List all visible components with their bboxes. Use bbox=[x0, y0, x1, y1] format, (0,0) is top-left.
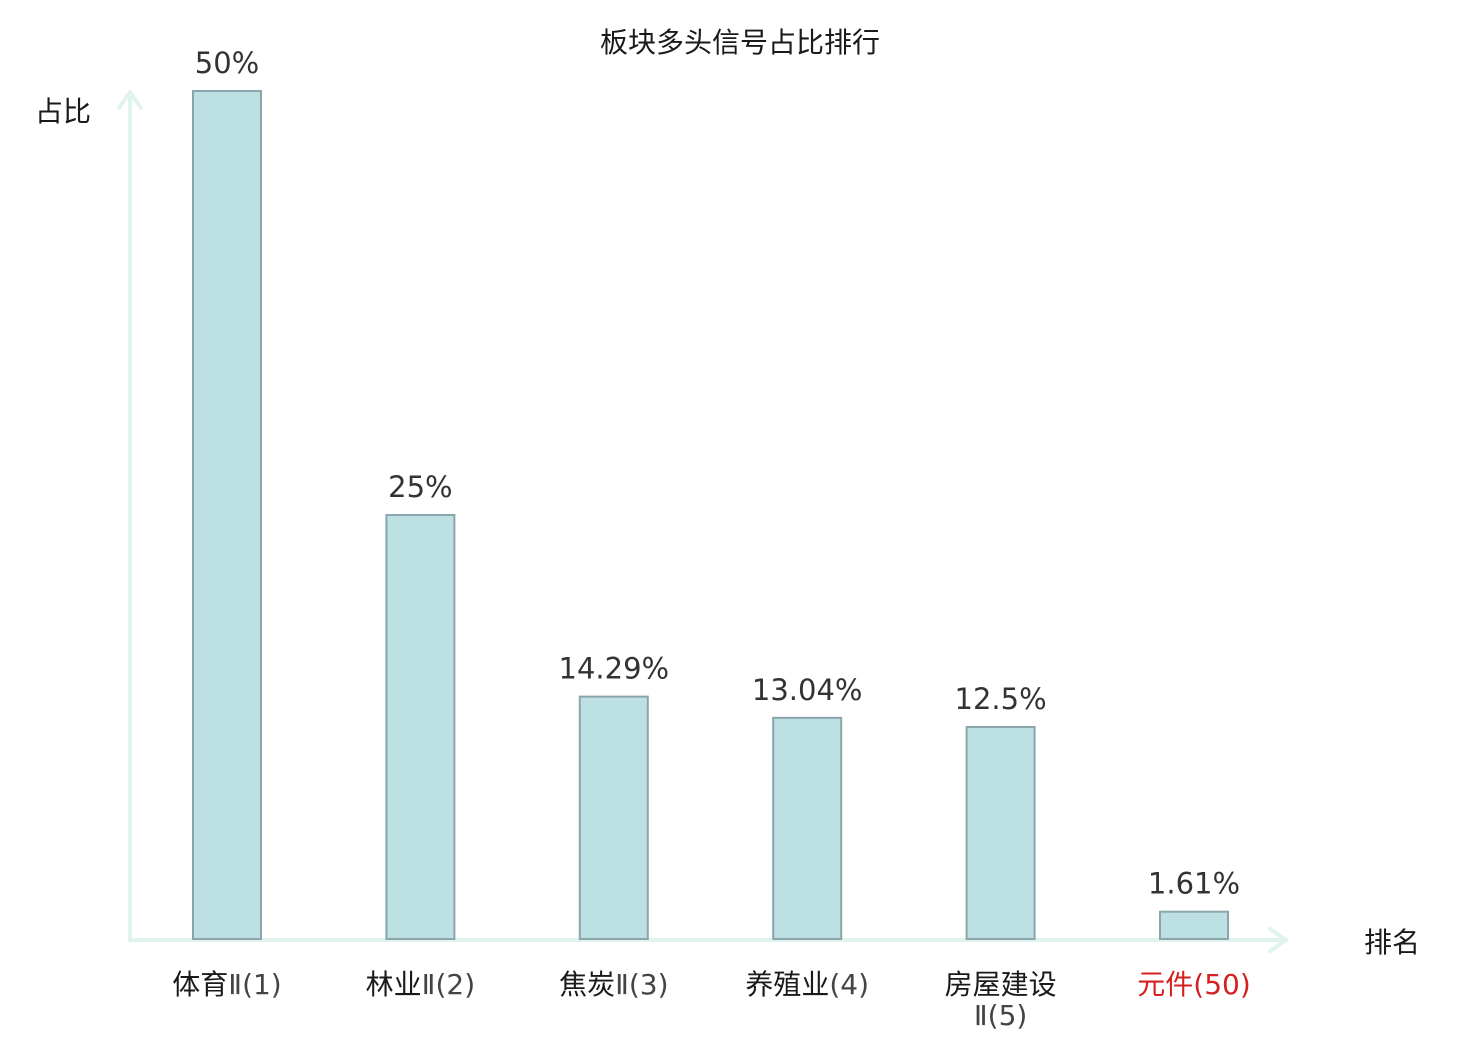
tick-label: 林业Ⅱ(2) bbox=[366, 968, 475, 1001]
bar bbox=[965, 726, 1036, 940]
bars-group bbox=[192, 90, 1229, 941]
y-axis-label: 占比 bbox=[35, 95, 91, 128]
bar bbox=[772, 716, 843, 941]
value-label: 14.29% bbox=[559, 652, 670, 686]
bar bbox=[1159, 910, 1229, 940]
tick-label-name: 林业 bbox=[366, 968, 422, 1001]
bar bbox=[578, 695, 649, 940]
value-label: 12.5% bbox=[955, 682, 1047, 716]
value-label: 1.61% bbox=[1148, 867, 1240, 901]
tick-label-name: 元件 bbox=[1137, 968, 1193, 1001]
tick-label-suffix-text: (4) bbox=[829, 968, 869, 1001]
tick-label: 体育Ⅱ(1) bbox=[172, 968, 281, 1001]
axes bbox=[117, 90, 1288, 953]
value-label: 13.04% bbox=[752, 673, 863, 707]
x-axis-label: 排名 bbox=[1364, 926, 1420, 959]
tick-label: 养殖业(4) bbox=[745, 968, 869, 1001]
tick-label-name: 体育 bbox=[172, 968, 228, 1001]
tick-label-name: 房屋建设 bbox=[945, 968, 1057, 1001]
tick-label-suffix-text: Ⅱ(3) bbox=[615, 968, 668, 1001]
y-axis-arrow-icon bbox=[117, 90, 143, 110]
tick-label-suffix: Ⅱ(5) bbox=[974, 999, 1027, 1032]
bar bbox=[385, 514, 456, 940]
x-axis-arrow-icon bbox=[1268, 927, 1288, 953]
tick-label-suffix-text: Ⅱ(5) bbox=[974, 999, 1027, 1032]
value-label: 50% bbox=[195, 46, 259, 80]
tick-label-name: 焦炭 bbox=[559, 968, 615, 1001]
tick-label-suffix-text: Ⅱ(2) bbox=[422, 968, 475, 1001]
value-labels-group: 50% 25% 14.29% 13.04% 12.5% 1.61% bbox=[195, 46, 1240, 901]
tick-label-name: 养殖业 bbox=[745, 968, 829, 1001]
tick-label: 焦炭Ⅱ(3) bbox=[559, 968, 668, 1001]
tick-label-suffix-text: (50) bbox=[1193, 968, 1250, 1001]
tick-label: 元件(50) bbox=[1137, 968, 1251, 1001]
value-label: 25% bbox=[388, 470, 452, 504]
tick-label-suffix-text: Ⅱ(1) bbox=[228, 968, 281, 1001]
chart-title: 板块多头信号占比排行 bbox=[600, 26, 880, 59]
bar bbox=[192, 90, 262, 940]
tick-label: 房屋建设 bbox=[945, 968, 1057, 1001]
